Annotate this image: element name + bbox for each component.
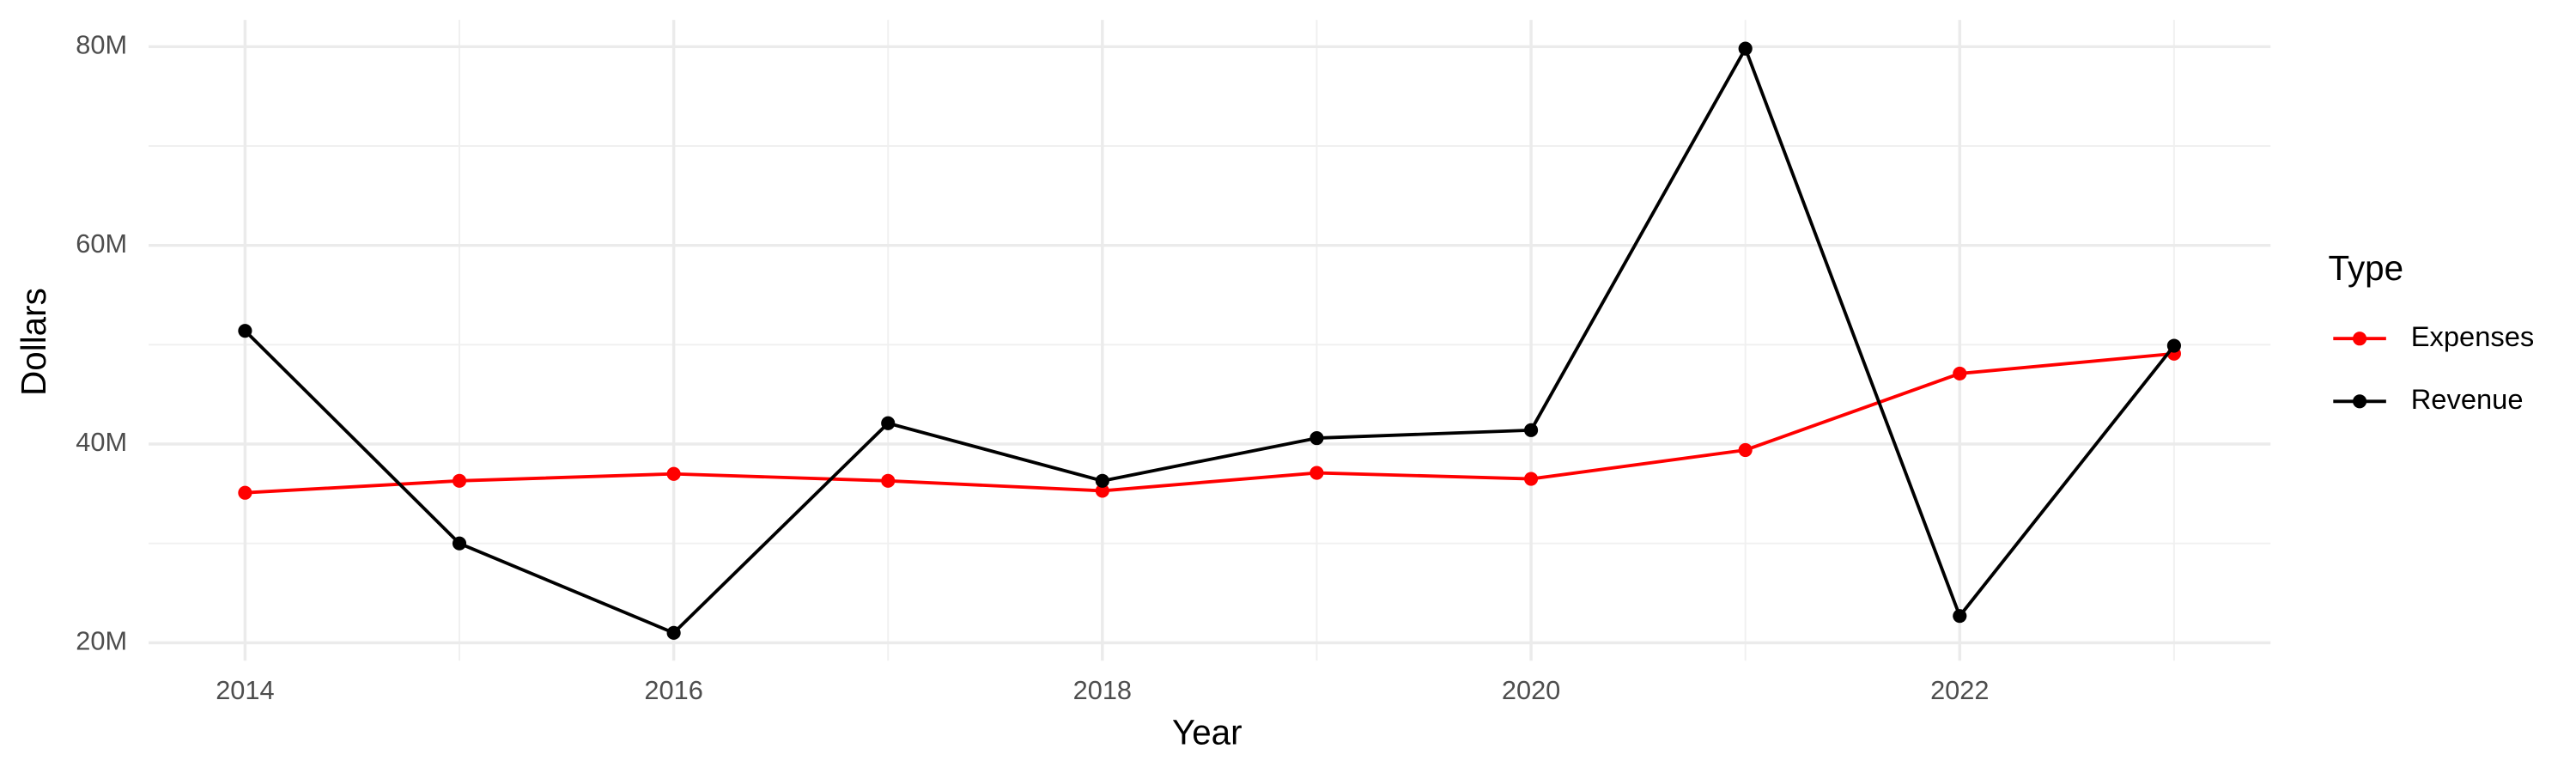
data-point xyxy=(881,416,896,430)
y-tick-label: 20M xyxy=(76,626,127,656)
x-tick-label: 2016 xyxy=(644,675,702,705)
series-line xyxy=(244,45,2176,636)
data-point xyxy=(1309,431,1324,446)
data-point xyxy=(666,625,681,640)
data-point xyxy=(1738,41,1753,56)
y-tick-label: 60M xyxy=(76,228,127,259)
data-point xyxy=(666,466,681,481)
data-point xyxy=(2166,338,2181,353)
x-tick-label: 2014 xyxy=(216,675,274,705)
data-point xyxy=(1523,472,1539,486)
data-point xyxy=(1953,609,1967,624)
legend-label: Expenses xyxy=(2411,320,2535,352)
x-tick-label: 2020 xyxy=(1502,675,1560,705)
legend-title: Type xyxy=(2329,248,2404,288)
y-axis-title: Dollars xyxy=(14,288,53,396)
series-line xyxy=(245,351,2175,495)
data-point xyxy=(1095,473,1109,488)
legend-key-point xyxy=(2353,332,2367,346)
data-point xyxy=(1309,466,1324,480)
x-tick-label: 2022 xyxy=(1930,675,1989,705)
legend-label: Revenue xyxy=(2411,383,2524,415)
data-point xyxy=(881,473,896,488)
x-axis-title: Year xyxy=(1172,712,1242,752)
data-point xyxy=(1738,442,1753,458)
legend-key-point xyxy=(2353,394,2367,409)
x-tick-label: 2018 xyxy=(1073,675,1132,705)
data-point xyxy=(452,473,467,488)
data-point xyxy=(452,536,467,551)
data-point xyxy=(1095,484,1109,498)
y-tick-label: 40M xyxy=(76,427,127,457)
y-tick-label: 80M xyxy=(76,29,127,59)
data-point xyxy=(238,485,252,500)
grid xyxy=(149,20,2271,661)
data-point xyxy=(1523,423,1539,437)
data-point xyxy=(1953,366,1967,380)
data-point xyxy=(238,324,252,338)
